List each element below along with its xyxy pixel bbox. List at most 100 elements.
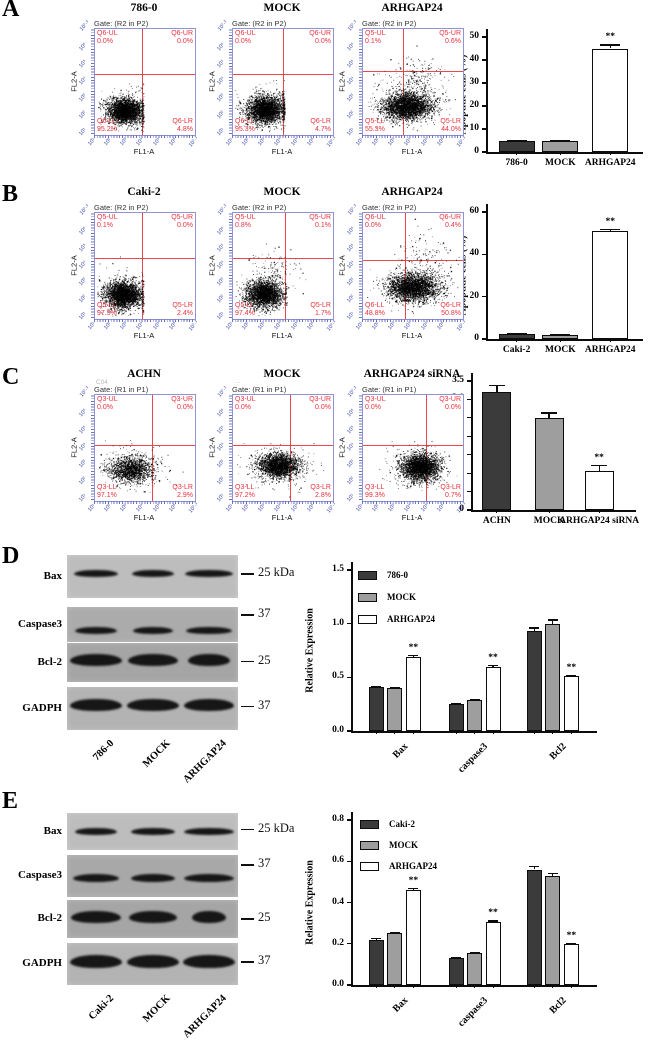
y-axis-tick-label: 10¹ xyxy=(78,493,88,503)
y-axis-label: FL2-A xyxy=(207,71,217,92)
x-axis-tick-label: 10¹ xyxy=(355,137,365,147)
x-axis-tick-label: 10⁶ xyxy=(305,502,316,514)
x-axis-tick-label: 10⁵ xyxy=(151,320,162,332)
quadrant-lr-label: Q5-LR 1.7% xyxy=(310,302,331,318)
quadrant-ll-label: Q6-LL 95.2% xyxy=(97,118,117,134)
quadrant-value: 0.0% xyxy=(177,222,193,229)
blot-lane-label: ARHGAP24 xyxy=(181,993,229,1041)
y-axis-tick-label: 10¹ xyxy=(216,311,226,321)
quadrant-value: 0.0% xyxy=(97,38,113,45)
y-axis-minor-ticks xyxy=(358,28,362,134)
y-axis-minor-ticks xyxy=(358,394,362,500)
quadrant-value: 99.3% xyxy=(365,492,385,499)
blot-strip-bax xyxy=(67,555,238,598)
y-axis-tick-label: 10⁵ xyxy=(346,58,357,69)
marker-tick xyxy=(241,828,254,831)
x-axis-minor-ticks xyxy=(362,319,462,322)
quadrant-value: 2.8% xyxy=(315,492,331,499)
y-axis-tick-label: 10⁵ xyxy=(78,58,89,69)
y-axis-tick-label: 10⁷·² xyxy=(346,19,359,33)
x-axis-line xyxy=(486,152,643,154)
y-axis-tick-label: 0.6 xyxy=(332,855,344,866)
y-axis-tick-label: 10³ xyxy=(346,276,356,287)
quadrant-name: Q3-LL xyxy=(365,484,385,491)
y-axis-tick-label: 10¹ xyxy=(346,311,356,321)
quadrant-value: 0.0% xyxy=(315,38,331,45)
error-bar-stem xyxy=(598,464,600,472)
quadrant-value: 0.0% xyxy=(177,38,193,45)
x-axis-category-label: 786-0 xyxy=(505,158,528,168)
error-bar-cap xyxy=(529,627,540,629)
flow-gate-label: Gate: (R2 in P2) xyxy=(362,203,417,212)
y-axis-tick-label: 10² xyxy=(78,475,88,486)
chart-y-axis-label: Relative Expression xyxy=(304,859,316,945)
x-axis-tick-label: 10³ xyxy=(119,503,130,513)
flow-plot-title: ACHN xyxy=(127,368,161,380)
quadrant-lr-label: Q6-LR 4.8% xyxy=(172,118,193,134)
y-axis-tick-label: 10³ xyxy=(78,92,88,103)
quadrant-name: Q5-LR xyxy=(172,302,193,309)
x-axis-tickmark xyxy=(609,152,611,155)
y-axis-tick-label: 1.5 xyxy=(332,564,344,574)
y-axis-tick-label: 10⁷·² xyxy=(346,385,359,399)
significance-stars: ** xyxy=(408,643,419,653)
x-axis-tickmark xyxy=(412,731,414,734)
x-axis-tickmark xyxy=(496,510,498,513)
blot-strip-gadph xyxy=(67,687,238,730)
y-axis-tick-label: 10³ xyxy=(78,458,88,469)
x-axis-tick-label: 10¹ xyxy=(87,137,97,147)
legend-swatch xyxy=(360,841,379,850)
quadrant-name: Q3-UL xyxy=(97,396,118,403)
quadrant-value: 97.5% xyxy=(97,310,117,317)
marker-tick xyxy=(241,918,254,920)
significance-stars: ** xyxy=(488,908,498,919)
y-axis-tick-label: 10⁴ xyxy=(346,259,357,270)
y-axis-tick-label: 1.0 xyxy=(332,617,344,628)
blot-protein-label: GADPH xyxy=(22,701,62,714)
expression-chart-caki2: Relative Expression 0.0 0.2 0.4 0.6 0.8 ** ** **… xyxy=(300,790,650,1050)
flow-plot-area: Q6-UL 0.0% Q6-UR 0.0% Q6-LL 95.3% Q6-LR 4.7% xyxy=(232,28,334,136)
x-axis-tickmark xyxy=(375,731,377,734)
blot-band xyxy=(183,699,234,712)
y-axis-tick-label: 10¹ xyxy=(78,311,88,321)
x-axis-tickmark xyxy=(394,731,396,734)
y-axis-tickmark xyxy=(347,984,352,986)
quadrant-ul-label: Q6-UL 0.0% xyxy=(235,30,256,46)
error-bar-cap xyxy=(451,956,461,959)
y-axis-tick-label: 10⁷·² xyxy=(346,203,359,217)
x-axis-tickmark xyxy=(375,985,377,988)
flow-gate-label: Gate: (R1 in P1) xyxy=(362,385,417,394)
flow-plot-c-2: MOCK ··· Gate: (R1 in P1) Q3-UL 0.0% Q3-UR 0.0… xyxy=(206,368,340,528)
y-axis-tickmark xyxy=(347,730,352,732)
x-axis-tick-label: 10³ xyxy=(387,503,398,513)
legend-swatch xyxy=(360,820,379,829)
x-axis-minor-ticks xyxy=(232,135,332,138)
error-bar-stem xyxy=(533,866,535,870)
quadrant-name: Q3-LL xyxy=(235,484,255,491)
legend-swatch xyxy=(358,615,377,624)
blot-band xyxy=(185,626,232,634)
error-bar-cap xyxy=(488,920,498,922)
flow-plot-area: Q3-UL 0.0% Q3-UR 0.0% Q3-LL 97.2% Q3-LR 2.8% xyxy=(232,394,334,502)
quadrant-name: Q6-UR xyxy=(309,30,331,37)
quadrant-name: Q6-LL xyxy=(97,118,117,125)
x-axis-tick-label: 10⁵ xyxy=(289,320,300,332)
y-axis-tick-label: 0.0 xyxy=(332,725,344,735)
flow-plot-area: Q5-UL 0.1% Q5-UR 0.0% Q5-LL 97.5% Q5-LR 2.4% xyxy=(94,212,196,320)
panel-a: A Apoptitic cells (%)01020304050786-0MOC… xyxy=(0,0,650,183)
y-axis-tick-label: 10⁶ xyxy=(78,407,89,418)
quadrant-value: 95.2% xyxy=(97,126,117,133)
x-axis-tick-label: 10² xyxy=(241,137,251,147)
y-axis-tick-label: 10² xyxy=(216,109,226,120)
y-axis-tickmark xyxy=(347,676,352,678)
flow-specimen-label: ··· xyxy=(364,379,371,386)
error-bar-cap xyxy=(408,655,419,657)
y-axis-label: FL2-A xyxy=(337,71,347,92)
bar xyxy=(405,656,421,731)
y-axis-tick-label: 10⁶ xyxy=(78,41,89,52)
error-bar-cap xyxy=(408,887,419,889)
y-axis-tickmark xyxy=(347,569,352,571)
x-axis-tick-label: 10⁶ xyxy=(435,502,446,514)
y-axis-tick-label: 10⁵ xyxy=(78,242,89,253)
blot-band xyxy=(130,828,175,835)
